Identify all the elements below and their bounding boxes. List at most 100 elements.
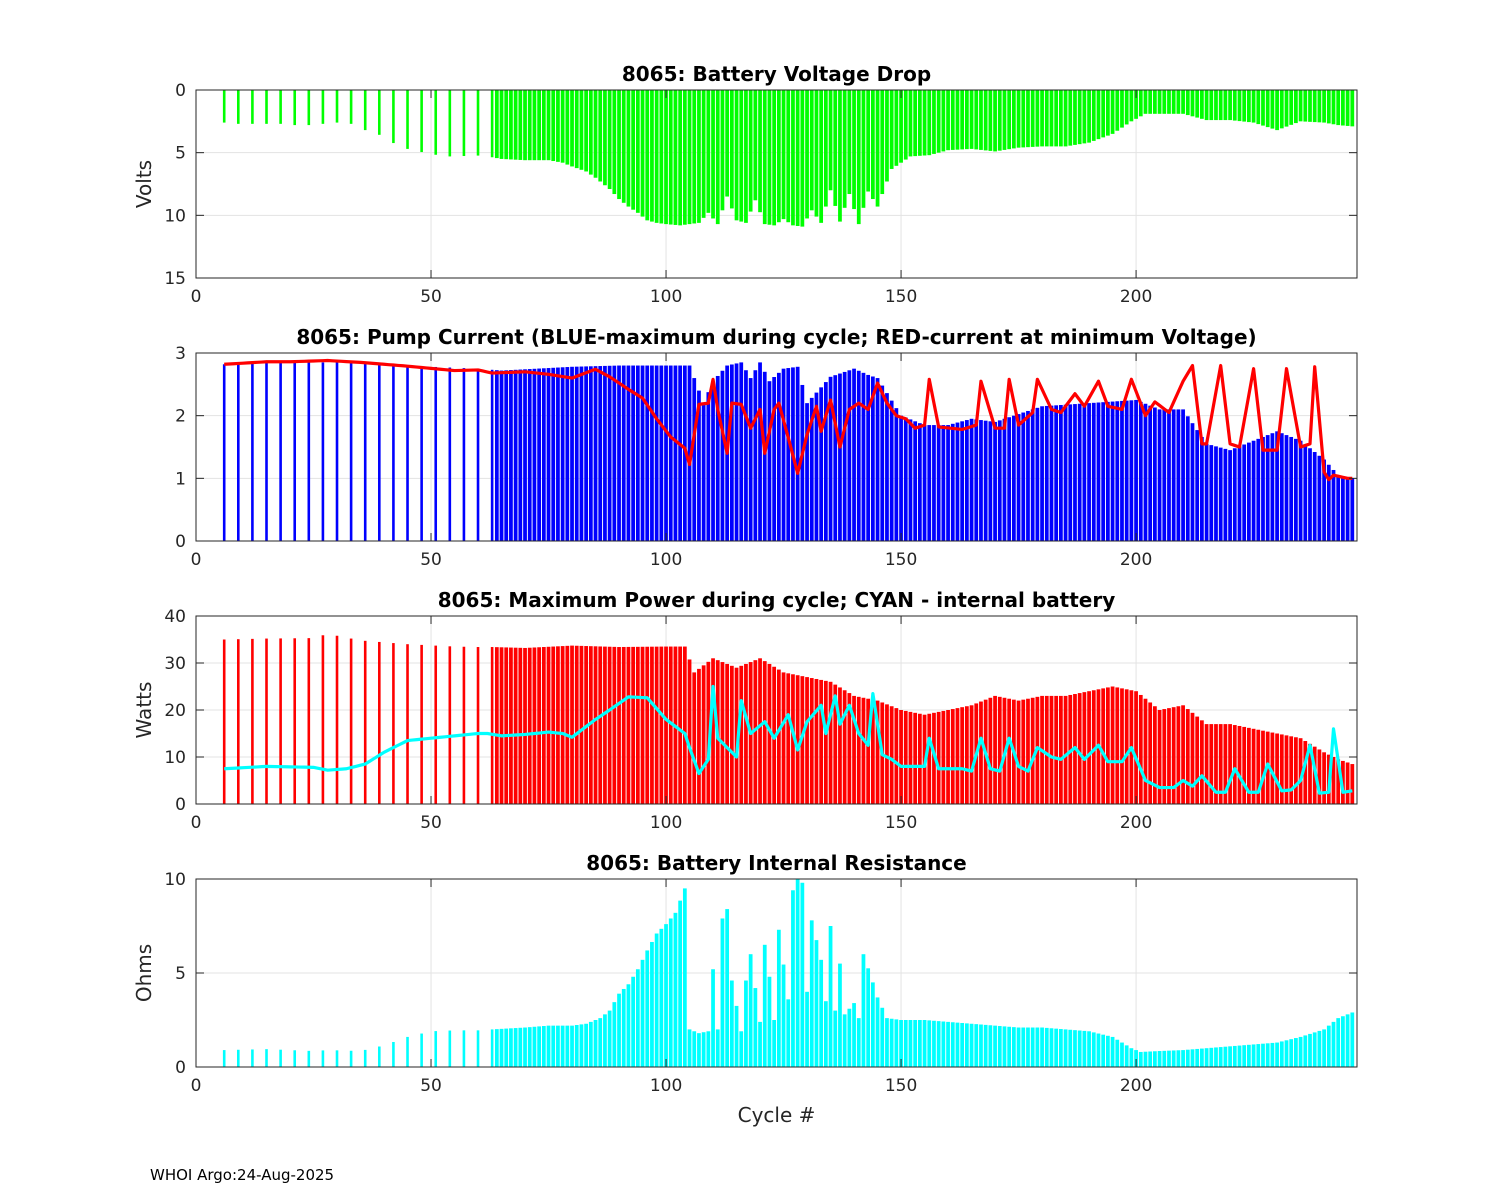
voltage-drop-bar — [1054, 90, 1059, 147]
internal-resistance-bar — [1030, 1027, 1035, 1067]
voltage-drop-bar — [1336, 90, 1341, 126]
pump-current-bar — [1237, 446, 1242, 541]
max-power-bar — [556, 646, 560, 804]
voltage-drop-bar — [1162, 90, 1167, 114]
max-power-bar — [222, 639, 226, 804]
pump-current-bar — [852, 368, 856, 541]
max-power-bar — [1279, 734, 1284, 804]
pump-current-bar — [880, 385, 885, 541]
max-power-bar — [1101, 688, 1106, 804]
pump-current-bar — [494, 370, 499, 541]
pump-current-bar — [823, 382, 828, 541]
max-power-bar — [1350, 764, 1355, 804]
max-power-bar — [979, 701, 983, 804]
max-power-bar — [767, 663, 772, 804]
internal-resistance-bar — [1195, 1048, 1200, 1067]
max-power-bar — [711, 658, 715, 804]
internal-resistance-bar — [392, 1041, 395, 1067]
internal-resistance-bar — [504, 1028, 509, 1067]
voltage-drop-bar — [1124, 90, 1129, 125]
pump-current-bar — [1345, 477, 1350, 541]
internal-resistance-bar — [932, 1020, 936, 1067]
max-power-bar — [1232, 725, 1237, 804]
voltage-drop-bar — [1284, 90, 1289, 127]
pump-current-bar — [941, 425, 946, 541]
voltage-drop-bar — [805, 90, 809, 219]
voltage-drop-bar — [753, 90, 758, 201]
internal-resistance-bar — [279, 1049, 282, 1067]
internal-resistance-bar — [1073, 1030, 1077, 1067]
voltage-drop-bar — [1303, 90, 1308, 122]
voltage-drop-bar — [1185, 90, 1190, 116]
voltage-drop-ytick-label: 10 — [164, 206, 186, 226]
pump-current-bar — [922, 425, 927, 541]
pump-current-bar — [1040, 406, 1044, 541]
internal-resistance-bar — [565, 1025, 570, 1067]
internal-resistance-bar — [349, 1050, 353, 1067]
max-power-bar — [1270, 732, 1275, 804]
pump-current-bar — [1007, 417, 1012, 541]
voltage-drop-bar — [537, 90, 542, 161]
max-power-bar — [819, 679, 824, 804]
internal-resistance-ytick-label: 5 — [175, 964, 186, 984]
internal-resistance-bar — [1124, 1045, 1129, 1067]
internal-resistance-bar — [715, 1029, 720, 1067]
max-power-bar — [946, 710, 950, 804]
pump-current-bar — [1242, 444, 1247, 541]
max-power-bar — [504, 647, 509, 804]
pump-current-bar — [692, 378, 697, 541]
pump-current-bar — [927, 425, 932, 541]
pump-current-bar — [1148, 405, 1153, 541]
pump-current-bar — [936, 425, 941, 541]
internal-resistance-bar — [1261, 1043, 1265, 1067]
pump-current-bar — [706, 392, 711, 541]
pump-current-bar — [767, 381, 772, 541]
max-power-bar — [1214, 724, 1218, 804]
pump-current-bar — [293, 362, 297, 541]
max-power-bar — [1223, 724, 1228, 804]
pump-current-bar — [1326, 464, 1331, 541]
voltage-drop-bar — [964, 90, 969, 150]
pump-current-bar — [1077, 403, 1082, 541]
max-power-bar — [838, 687, 842, 804]
max-power-bar — [1162, 709, 1167, 804]
voltage-drop-bar — [1167, 90, 1171, 114]
max-power-bar — [997, 696, 1002, 804]
pump-current-bar — [1176, 409, 1181, 541]
internal-resistance-bar — [885, 1018, 889, 1067]
internal-resistance-bar — [960, 1023, 965, 1067]
internal-resistance-bar — [1138, 1051, 1143, 1067]
internal-resistance-bar — [420, 1033, 423, 1067]
pump-current-bar — [960, 421, 965, 541]
internal-resistance-bar — [819, 959, 824, 1067]
internal-resistance-bar — [1331, 1021, 1336, 1067]
voltage-drop-bar — [1275, 90, 1279, 131]
pump-current-bar — [1195, 430, 1200, 541]
pump-current-bar — [588, 366, 593, 541]
voltage-drop-bar — [494, 90, 499, 159]
voltage-drop-bar — [739, 90, 744, 222]
max-power-bar — [490, 647, 494, 804]
max-power-bar — [1176, 706, 1181, 804]
max-power-bar — [678, 646, 683, 804]
voltage-drop-bar — [800, 90, 805, 227]
pump-current-bar — [1204, 443, 1209, 541]
max-power-bar — [1030, 697, 1035, 804]
max-power-bar — [1294, 737, 1298, 804]
max-power-bar — [1237, 725, 1242, 804]
internal-resistance-bar — [1129, 1048, 1134, 1067]
max-power-bar — [378, 641, 381, 804]
max-power-bar — [697, 668, 701, 804]
max-power-bar — [513, 647, 518, 804]
voltage-drop-bar — [1341, 90, 1345, 126]
pump-current-bar — [603, 365, 607, 541]
pump-current-bar — [748, 378, 753, 541]
voltage-drop-bar — [293, 90, 297, 126]
voltage-drop-ylabel: Volts — [132, 160, 156, 208]
pump-current-bar — [711, 381, 715, 541]
voltage-drop-bar — [612, 90, 617, 195]
internal-resistance-bar — [1016, 1027, 1021, 1067]
pump-current-bar — [1209, 445, 1214, 541]
max-power-bar — [1026, 698, 1030, 804]
voltage-drop-bar — [1345, 90, 1350, 126]
